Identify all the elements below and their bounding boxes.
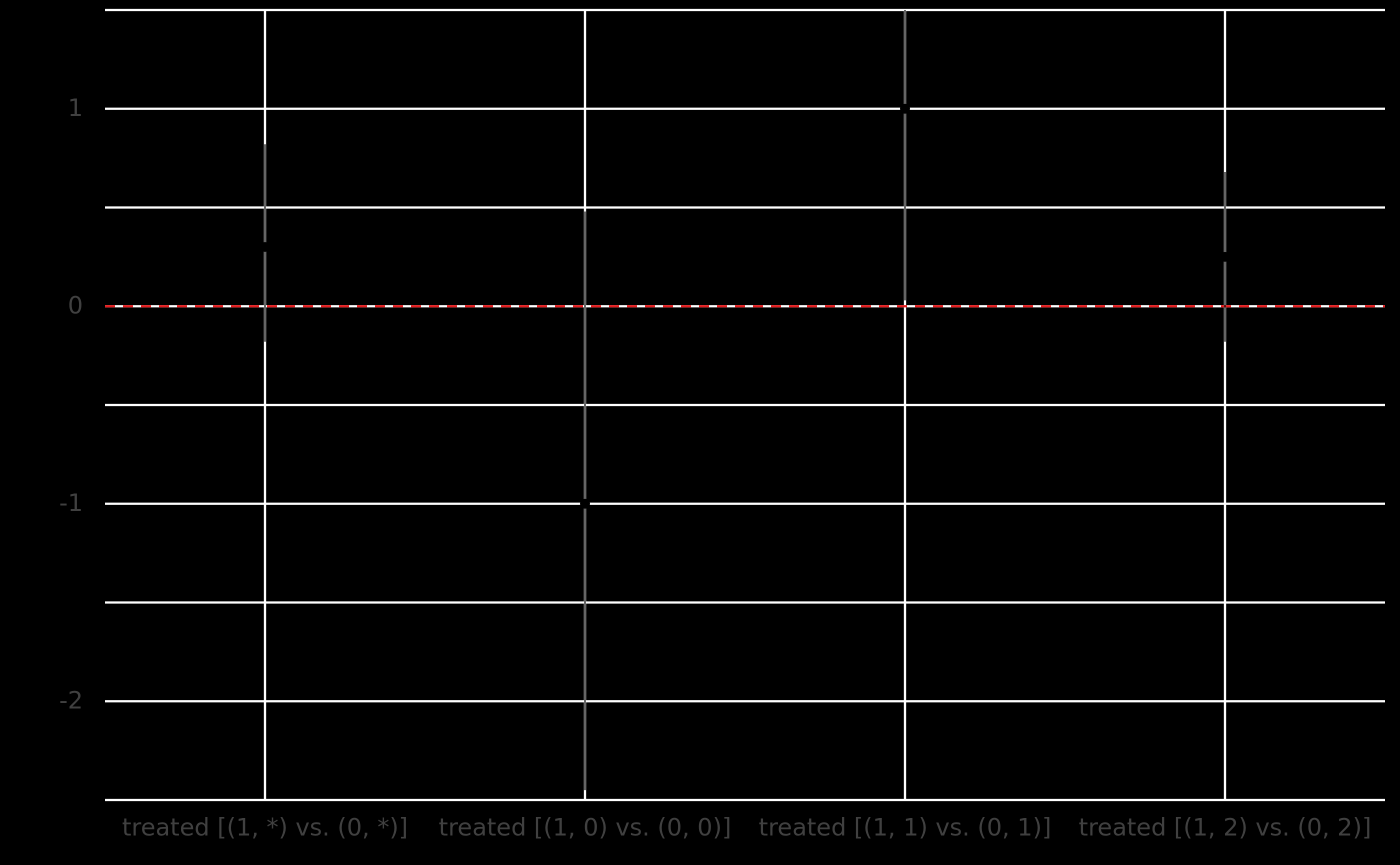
forest-plot: -2 -1 0 1 treated [(1, *) vs. (0, *)] treated… (0, 0, 1400, 865)
y-tick-label: -2 (59, 686, 83, 714)
estimate-point (580, 499, 590, 509)
estimate-point (900, 104, 910, 114)
x-tick-label: treated [(1, *) vs. (0, *)] (122, 814, 408, 842)
x-tick-label: treated [(1, 2) vs. (0, 2)] (1079, 814, 1372, 842)
y-tick-label: 1 (68, 94, 83, 122)
estimate-point (1220, 252, 1230, 262)
estimate-point (260, 242, 270, 252)
y-tick-label: -1 (59, 489, 83, 517)
x-tick-label: treated [(1, 0) vs. (0, 0)] (439, 814, 732, 842)
y-tick-label: 0 (68, 291, 83, 319)
x-tick-label: treated [(1, 1) vs. (0, 1)] (759, 814, 1052, 842)
